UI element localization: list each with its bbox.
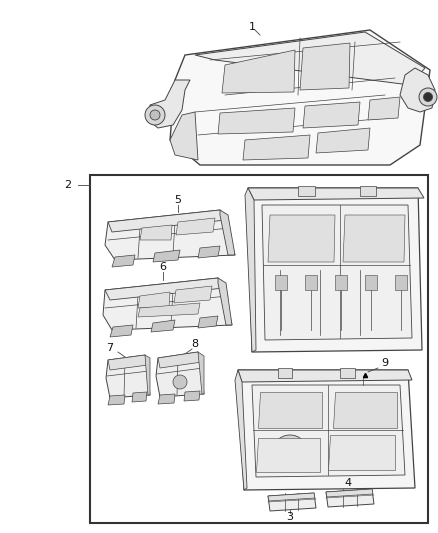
Polygon shape	[184, 391, 200, 401]
Polygon shape	[106, 355, 150, 398]
Polygon shape	[151, 320, 175, 332]
Polygon shape	[138, 303, 200, 317]
Polygon shape	[278, 368, 292, 378]
Polygon shape	[238, 370, 412, 382]
Polygon shape	[245, 188, 256, 352]
Polygon shape	[198, 246, 220, 258]
Polygon shape	[145, 355, 150, 395]
Polygon shape	[305, 275, 317, 290]
Polygon shape	[132, 392, 147, 402]
Circle shape	[424, 93, 432, 101]
Bar	[90, 175, 428, 523]
Polygon shape	[400, 68, 435, 112]
Polygon shape	[218, 108, 295, 134]
Polygon shape	[108, 395, 125, 405]
Polygon shape	[220, 210, 235, 255]
Polygon shape	[108, 355, 148, 370]
Polygon shape	[153, 250, 180, 262]
Polygon shape	[303, 102, 360, 128]
Polygon shape	[252, 385, 405, 477]
Polygon shape	[333, 392, 397, 428]
Polygon shape	[103, 278, 232, 330]
Polygon shape	[148, 80, 190, 128]
Polygon shape	[248, 188, 422, 352]
Text: 2: 2	[64, 180, 71, 190]
Text: 3: 3	[286, 512, 293, 522]
Polygon shape	[110, 325, 133, 337]
Polygon shape	[198, 352, 204, 394]
Polygon shape	[140, 225, 172, 240]
Polygon shape	[138, 292, 170, 308]
Polygon shape	[268, 493, 315, 501]
Polygon shape	[268, 215, 335, 262]
Polygon shape	[395, 275, 407, 290]
Polygon shape	[112, 255, 135, 267]
Polygon shape	[108, 210, 226, 232]
Polygon shape	[235, 370, 247, 490]
Polygon shape	[256, 438, 320, 472]
Circle shape	[145, 105, 165, 125]
Text: 4: 4	[344, 478, 352, 488]
Polygon shape	[170, 112, 198, 160]
Polygon shape	[258, 392, 322, 428]
Polygon shape	[105, 210, 235, 260]
Polygon shape	[158, 394, 175, 404]
Polygon shape	[275, 275, 287, 290]
Polygon shape	[262, 205, 412, 340]
Text: 7: 7	[106, 343, 113, 353]
Polygon shape	[343, 215, 405, 262]
Text: 6: 6	[159, 262, 166, 272]
Circle shape	[272, 435, 308, 471]
Polygon shape	[174, 286, 212, 303]
Polygon shape	[105, 278, 224, 300]
Polygon shape	[326, 489, 374, 507]
Polygon shape	[326, 489, 373, 497]
Polygon shape	[368, 97, 400, 120]
Polygon shape	[365, 275, 377, 290]
Polygon shape	[170, 30, 430, 165]
Polygon shape	[298, 186, 315, 196]
Polygon shape	[156, 352, 204, 397]
Polygon shape	[340, 368, 355, 378]
Polygon shape	[300, 43, 350, 90]
Polygon shape	[328, 435, 395, 470]
Circle shape	[173, 375, 187, 389]
Circle shape	[419, 88, 437, 106]
Polygon shape	[222, 50, 295, 93]
Text: 1: 1	[248, 22, 255, 32]
Circle shape	[150, 110, 160, 120]
Polygon shape	[335, 275, 347, 290]
Polygon shape	[158, 352, 202, 368]
Text: 9: 9	[381, 358, 389, 368]
Polygon shape	[268, 493, 316, 511]
Polygon shape	[243, 135, 310, 160]
Polygon shape	[176, 218, 215, 235]
Polygon shape	[195, 32, 425, 85]
Polygon shape	[218, 278, 232, 325]
Text: 8: 8	[191, 339, 198, 349]
Polygon shape	[238, 370, 415, 490]
Polygon shape	[248, 188, 424, 200]
Polygon shape	[360, 186, 376, 196]
Polygon shape	[316, 128, 370, 153]
Polygon shape	[198, 316, 218, 328]
Text: 5: 5	[174, 195, 181, 205]
